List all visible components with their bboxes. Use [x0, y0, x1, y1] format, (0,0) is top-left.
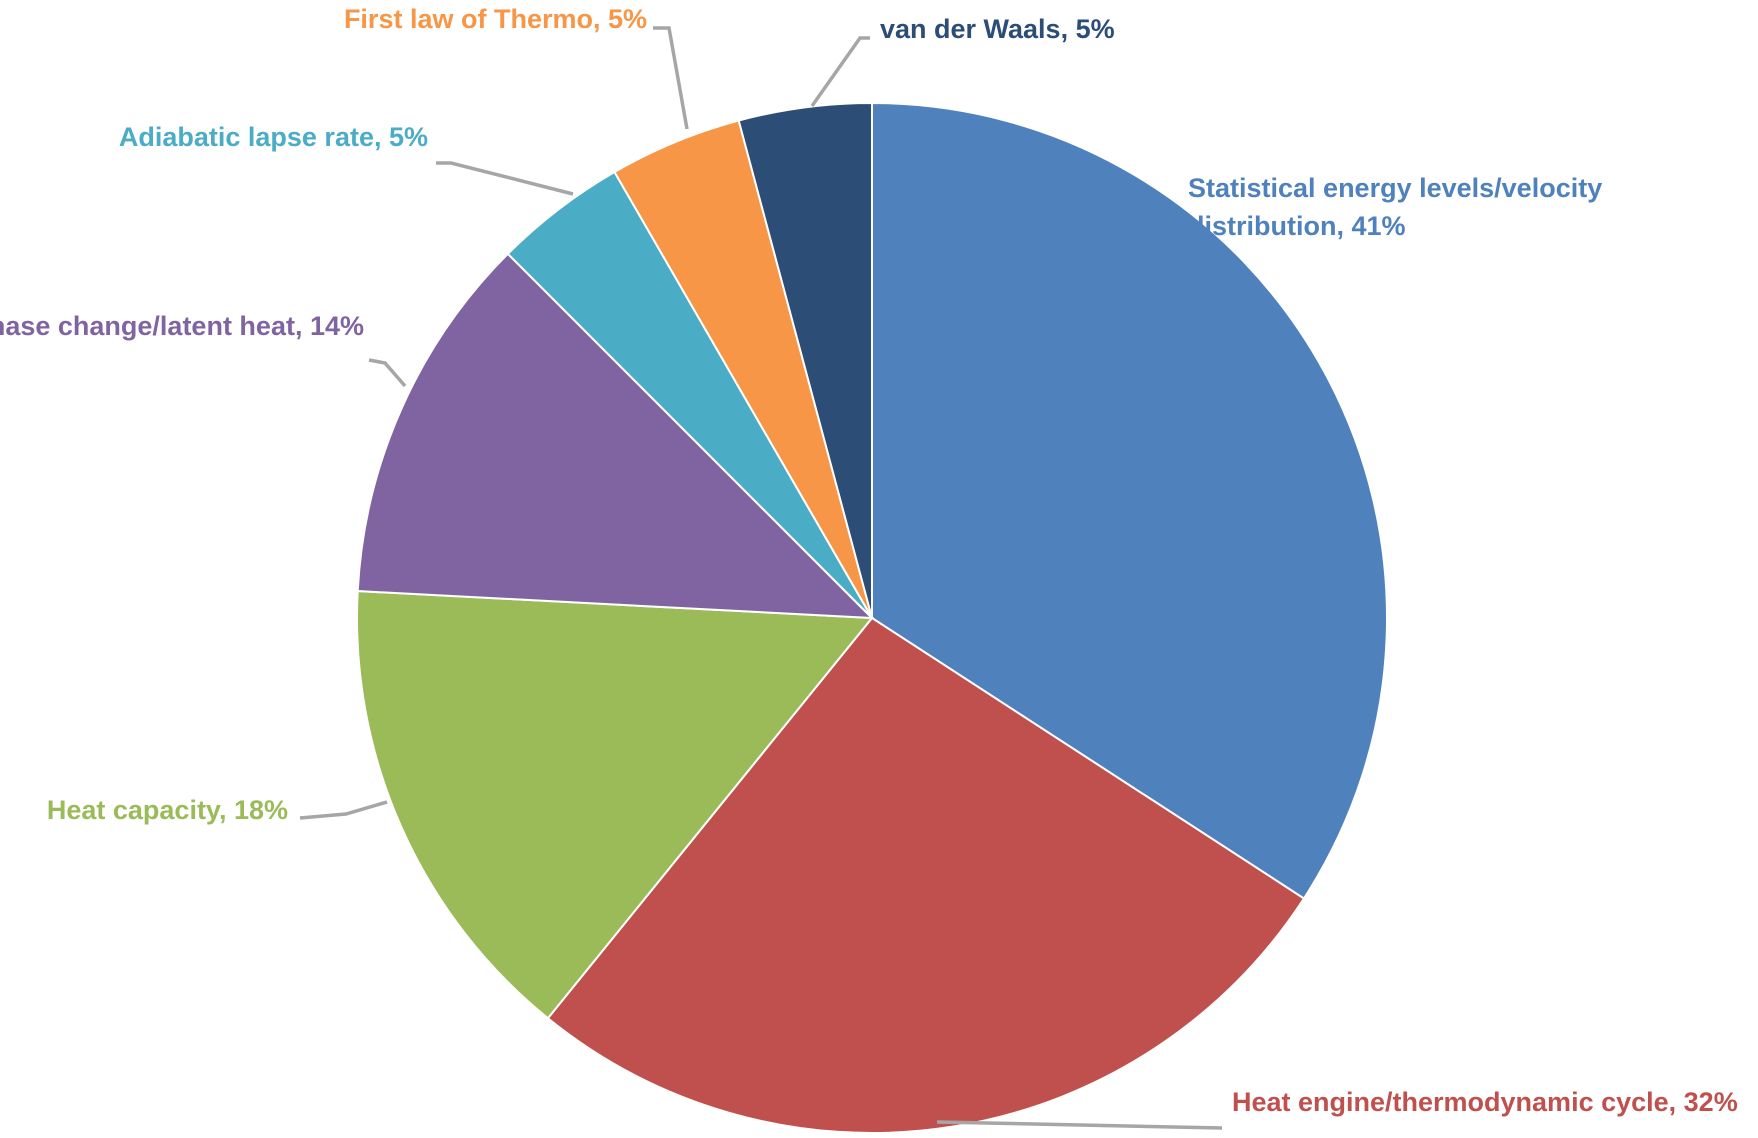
pie-slice-van-der-waals [737, 101, 873, 619]
pie-slice-heat-capacity [356, 589, 875, 1020]
pie-slice-statistical-energy-levels-velocity-distribution [871, 101, 1388, 900]
data-label-heat-capacity: Heat capacity, 18% [47, 795, 288, 825]
data-label-adiabatic-lapse-rate: Adiabatic lapse rate, 5% [119, 122, 428, 152]
data-label-phase-change-latent-heat: Phase change/latent heat, 14% [0, 311, 364, 341]
leader-line-phase-change-latent-heat [368, 358, 407, 388]
leader-lines [299, 26, 1223, 1130]
leader-line-heat-engine-thermodynamic-cycle [936, 1120, 1223, 1130]
leader-line-van-der-waals [810, 36, 870, 108]
data-label-heat-engine-thermodynamic-cycle: Heat engine/thermodynamic cycle, 32% [1232, 1087, 1738, 1117]
leader-line-heat-capacity [299, 800, 388, 820]
data-label-statistical-energy-levels-velocity-distribution: Statistical energy levels/velocity distri… [1188, 173, 1602, 241]
leader-line-adiabatic-lapse-rate [436, 161, 574, 196]
data-labels: Statistical energy levels/velocity distri… [0, 4, 1738, 1117]
leader-line-first-law-of-thermo [653, 26, 689, 130]
pie-slices [356, 101, 1388, 1134]
pie-slice-phase-change-latent-heat [356, 252, 875, 620]
data-label-van-der-waals: van der Waals, 5% [880, 14, 1115, 44]
pie-slice-heat-engine-thermodynamic-cycle [546, 616, 1306, 1134]
data-label-first-law-of-thermo: First law of Thermo, 5% [344, 4, 647, 34]
